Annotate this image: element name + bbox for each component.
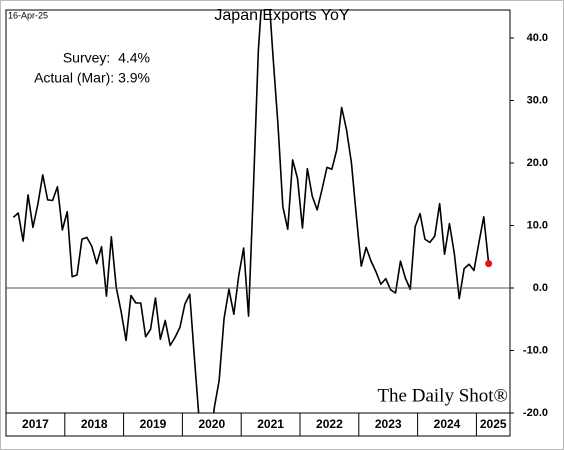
x-tick-label: 2024 — [434, 417, 461, 431]
y-tick-label: 20.0 — [527, 157, 548, 169]
x-tick-label: 2023 — [375, 417, 402, 431]
x-tick-label: 2022 — [316, 417, 343, 431]
x-tick-label: 2017 — [22, 417, 49, 431]
y-tick-label: 10.0 — [527, 219, 548, 231]
date: 16-Apr-25 — [8, 10, 48, 20]
y-tick-label: 40.0 — [527, 32, 548, 44]
y-tick-label: 30.0 — [527, 94, 548, 106]
annotation: Survey: 4.4% — [63, 50, 150, 66]
x-tick-label: 2021 — [257, 417, 284, 431]
y-tick-label: -10.0 — [523, 344, 548, 356]
annotation: Actual (Mar): 3.9% — [34, 70, 150, 86]
y-tick-label: 0.0 — [533, 282, 548, 294]
x-tick-label: 2018 — [81, 417, 108, 431]
plot-area — [12, 10, 493, 413]
watermark: The Daily Shot® — [377, 385, 508, 406]
last-point — [485, 260, 493, 268]
x-tick-label: 2025 — [480, 417, 507, 431]
y-tick-label: -20.0 — [523, 407, 548, 419]
x-tick-label: 2020 — [198, 417, 225, 431]
x-tick-label: 2019 — [140, 417, 167, 431]
data-line — [12, 10, 490, 413]
chart-title: Japan Exports YoY — [214, 7, 350, 24]
plot-frame — [5, 9, 511, 437]
